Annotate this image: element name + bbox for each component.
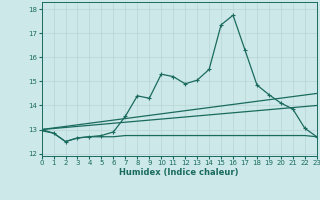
X-axis label: Humidex (Indice chaleur): Humidex (Indice chaleur)	[119, 168, 239, 177]
